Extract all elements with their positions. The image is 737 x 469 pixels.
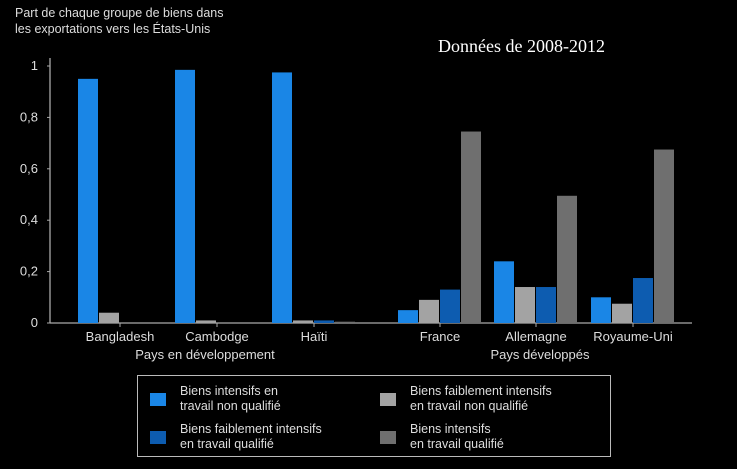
- legend-label: Biens faiblement intensifs: [180, 422, 322, 436]
- category-group-label: Pays en développement: [135, 347, 275, 362]
- bar-france-series-2: [440, 289, 460, 323]
- legend-label: Biens faiblement intensifs: [410, 384, 552, 398]
- bar-cambodge-series-1: [196, 320, 216, 323]
- bar-bangladesh-series-0: [78, 78, 98, 323]
- y-tick-label: 0,2: [20, 264, 38, 279]
- bar-allemagne-series-1: [515, 287, 535, 323]
- x-tick-label: Haïti: [301, 329, 328, 344]
- y-axis-title: Part de chaque groupe de biens dans les …: [15, 5, 224, 37]
- bar-allemagne-series-3: [557, 195, 577, 323]
- y-tick-label: 0,6: [20, 161, 38, 176]
- legend-item-1: Biens faiblement intensifs en travail non…: [380, 384, 552, 414]
- legend-item-3: Biens intensifs en travail qualifié: [380, 422, 504, 452]
- legend-swatch-0: [150, 392, 166, 406]
- legend-item-0: Biens intensifs en travail non qualifié: [150, 384, 281, 414]
- legend-swatch-1: [380, 392, 396, 406]
- y-tick-label: 0,4: [20, 212, 38, 227]
- bar-cambodge-series-0: [175, 69, 195, 323]
- legend-label: travail non qualifié: [180, 399, 281, 413]
- bar-royaume-uni-series-3: [654, 149, 674, 323]
- bar-france-series-3: [461, 131, 481, 323]
- bar-haïti-series-3: [335, 321, 355, 323]
- legend-label: en travail qualifié: [410, 437, 504, 451]
- bar-bangladesh-series-1: [99, 312, 119, 323]
- y-axis-title-line-2: les exportations vers les États-Unis: [15, 22, 211, 36]
- bar-france-series-1: [419, 299, 439, 323]
- legend-item-2: Biens faiblement intensifs en travail qua…: [150, 422, 322, 452]
- bar-haïti-series-2: [314, 320, 334, 323]
- bar-haïti-series-1: [293, 320, 313, 323]
- legend-swatch-2: [150, 430, 166, 444]
- y-tick-label: 0: [31, 315, 38, 330]
- y-tick-label: 0,8: [20, 109, 38, 124]
- x-tick-label: Cambodge: [185, 329, 249, 344]
- bar-allemagne-series-2: [536, 287, 556, 323]
- legend-label: Biens intensifs en: [180, 384, 278, 398]
- bar-chart: 0 0,2 0,4 0,6 0,8 1 Bangladesh Cambodge Haïti Fra…: [20, 58, 692, 362]
- legend-label: en travail non qualifié: [410, 399, 529, 413]
- bar-allemagne-series-0: [494, 261, 514, 323]
- y-axis-title-line-1: Part de chaque groupe de biens dans: [15, 6, 224, 20]
- bar-royaume-uni-series-2: [633, 278, 653, 323]
- bar-royaume-uni-series-1: [612, 303, 632, 323]
- legend-label: Biens intensifs: [410, 422, 491, 436]
- legend: Biens intensifs en travail non qualifié B…: [137, 375, 611, 457]
- y-tick-label: 1: [31, 58, 38, 73]
- bar-france-series-0: [398, 310, 418, 323]
- bar-haïti-series-0: [272, 72, 292, 323]
- x-tick-label: Allemagne: [505, 329, 566, 344]
- category-group-label: Pays développés: [490, 347, 590, 362]
- legend-label: en travail qualifié: [180, 437, 274, 451]
- x-tick-label: France: [420, 329, 460, 344]
- x-tick-label: Bangladesh: [86, 329, 155, 344]
- bar-royaume-uni-series-0: [591, 297, 611, 323]
- date-annotation: Données de 2008-2012: [438, 36, 605, 56]
- x-tick-label: Royaume-Uni: [593, 329, 673, 344]
- legend-swatch-3: [380, 430, 396, 444]
